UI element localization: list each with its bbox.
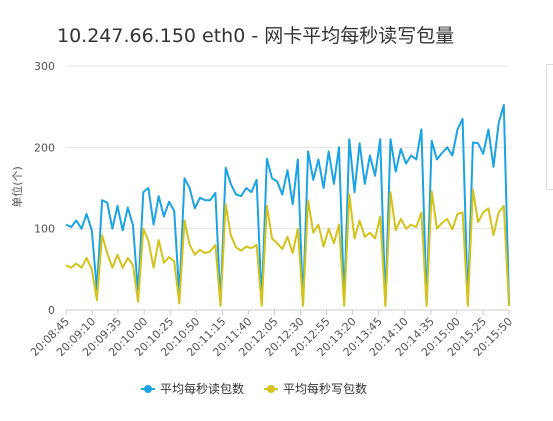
y-tick-labels: 0 100 200 300 xyxy=(34,60,55,317)
y-axis-label: 单位(个) xyxy=(10,166,24,208)
series-line-0 xyxy=(65,104,510,305)
x-tick-labels: 20:08:4520:09:1020:09:3520:10:0020:10:25… xyxy=(28,310,515,359)
y-tick-label: 100 xyxy=(34,223,55,236)
series-lines xyxy=(65,104,510,307)
legend-marker-1[interactable] xyxy=(267,385,275,393)
y-tick-label: 200 xyxy=(34,141,55,154)
y-tick-label: 300 xyxy=(34,60,55,73)
series-line-1 xyxy=(65,188,510,307)
side-panel-edge xyxy=(546,64,553,190)
chart-title: 10.247.66.150 eth0 - 网卡平均每秒读写包量 xyxy=(57,25,454,47)
grid-lines xyxy=(66,65,509,311)
legend-marker-0[interactable] xyxy=(144,385,152,393)
legend: 平均每秒读包数 平均每秒写包数 xyxy=(141,381,367,396)
y-tick-label: 0 xyxy=(48,304,55,317)
legend-label-0[interactable]: 平均每秒读包数 xyxy=(160,381,244,396)
legend-label-1[interactable]: 平均每秒写包数 xyxy=(283,381,367,396)
